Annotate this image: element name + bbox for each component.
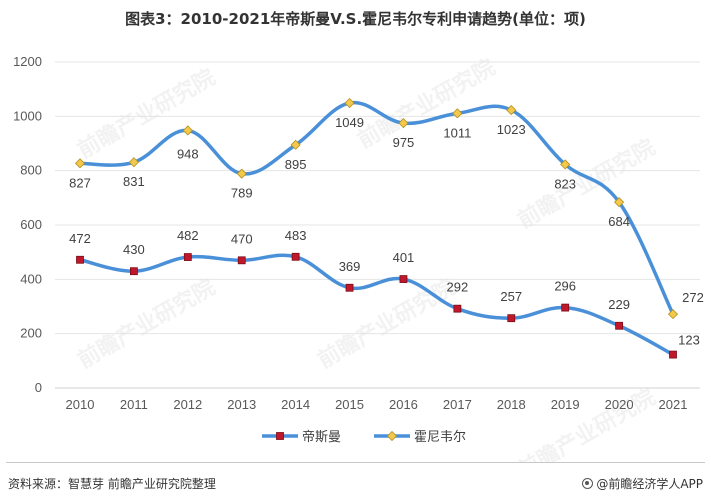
x-tick-label: 2012 bbox=[173, 397, 202, 412]
data-point bbox=[614, 197, 625, 208]
watermark-text: 前瞻产业研究院 bbox=[513, 134, 659, 234]
data-point bbox=[130, 267, 138, 276]
grid-lines bbox=[55, 61, 700, 389]
data-label: 369 bbox=[339, 259, 361, 274]
data-label: 272 bbox=[682, 290, 704, 305]
brand-text: @前瞻经济学人APP bbox=[596, 477, 703, 491]
brand-logo-icon bbox=[582, 478, 594, 489]
y-tick-label: 200 bbox=[20, 326, 42, 341]
x-tick-label: 2014 bbox=[281, 397, 310, 412]
data-point bbox=[669, 350, 677, 359]
x-tick-label: 2019 bbox=[551, 397, 580, 412]
data-label: 257 bbox=[500, 289, 522, 304]
watermark-text: 前瞻产业研究院 bbox=[353, 54, 499, 154]
data-point bbox=[74, 158, 86, 169]
data-label: 684 bbox=[608, 214, 630, 229]
data-point bbox=[667, 309, 679, 320]
series-0 bbox=[76, 252, 677, 359]
y-tick-label: 400 bbox=[20, 271, 42, 286]
data-point bbox=[345, 283, 354, 292]
data-point bbox=[236, 168, 247, 179]
x-tick-label: 2018 bbox=[497, 397, 526, 412]
x-tick-label: 2010 bbox=[66, 397, 95, 412]
data-label: 430 bbox=[123, 242, 145, 257]
data-point bbox=[290, 139, 301, 150]
data-label: 895 bbox=[285, 157, 307, 172]
data-label: 470 bbox=[231, 231, 253, 246]
data-point bbox=[183, 253, 192, 261]
legend-item-1: 霍尼韦尔 bbox=[374, 429, 466, 444]
x-axis: 2010 2011 2012 2013 2014 2015 2016 2017 2018 2019… bbox=[66, 397, 688, 412]
data-label: 823 bbox=[554, 176, 576, 191]
watermark-text: 前瞻产业研究院 bbox=[73, 274, 219, 374]
data-point bbox=[398, 118, 409, 129]
data-label: 975 bbox=[393, 135, 415, 150]
data-point bbox=[615, 321, 623, 330]
data-label: 296 bbox=[554, 279, 576, 294]
y-axis: 0 200 400 600 800 1000 1200 bbox=[13, 54, 42, 395]
data-label: 292 bbox=[447, 280, 469, 295]
data-label: 831 bbox=[123, 174, 145, 189]
y-tick-label: 1200 bbox=[13, 54, 42, 69]
data-point bbox=[344, 97, 355, 109]
chart-title: 图表3：2010-2021年帝斯曼V.S.霍尼韦尔专利申请趋势(单位：项) bbox=[125, 10, 586, 28]
data-point bbox=[453, 304, 462, 313]
y-tick-label: 800 bbox=[20, 163, 42, 178]
data-label: 483 bbox=[285, 228, 307, 243]
data-label: 1023 bbox=[497, 122, 526, 137]
source-note: 资料来源：智慧芽 前瞻产业研究院整理 bbox=[8, 477, 216, 491]
data-label: 948 bbox=[177, 146, 199, 161]
legend: 帝斯曼 霍尼韦尔 bbox=[262, 429, 466, 444]
data-labels: 472 430 482 470 483 369 401 292 257 296 229 123 827 8… bbox=[69, 115, 704, 348]
x-tick-label: 2016 bbox=[389, 397, 418, 412]
data-point bbox=[560, 159, 571, 170]
data-point bbox=[561, 303, 570, 312]
y-tick-label: 1000 bbox=[13, 108, 42, 123]
x-tick-label: 2020 bbox=[605, 397, 634, 412]
x-tick-label: 2013 bbox=[227, 397, 256, 412]
data-point bbox=[506, 105, 517, 116]
series-layer bbox=[74, 97, 679, 359]
brand-credit: @前瞻经济学人APP bbox=[582, 475, 703, 492]
data-point bbox=[182, 125, 193, 136]
legend-label: 帝斯曼 bbox=[302, 429, 341, 444]
data-label: 1011 bbox=[443, 125, 471, 140]
data-point bbox=[399, 275, 408, 283]
watermark-text: 前瞻产业研究院 bbox=[513, 384, 659, 462]
data-label: 229 bbox=[608, 297, 630, 312]
data-label: 472 bbox=[69, 231, 91, 246]
y-tick-label: 0 bbox=[35, 380, 42, 395]
data-label: 789 bbox=[231, 186, 253, 201]
data-point bbox=[452, 108, 463, 119]
legend-item-0: 帝斯曼 bbox=[262, 429, 341, 444]
y-tick-label: 600 bbox=[20, 217, 42, 232]
legend-marker bbox=[386, 430, 398, 442]
data-label: 123 bbox=[678, 333, 700, 348]
x-tick-label: 2017 bbox=[443, 397, 472, 412]
data-label: 482 bbox=[177, 228, 199, 243]
x-tick-label: 2015 bbox=[335, 397, 364, 412]
watermark-text: 前瞻产业研究院 bbox=[313, 274, 459, 374]
data-point bbox=[507, 314, 516, 323]
data-label: 1049 bbox=[335, 115, 364, 130]
legend-label: 霍尼韦尔 bbox=[414, 429, 466, 444]
footer: 资料来源：智慧芽 前瞻产业研究院整理 @前瞻经济学人APP bbox=[6, 462, 705, 501]
series-1 bbox=[74, 97, 679, 320]
data-label: 401 bbox=[393, 250, 415, 265]
legend-marker bbox=[276, 432, 284, 440]
data-label: 827 bbox=[69, 175, 91, 190]
data-point bbox=[237, 256, 246, 265]
data-point bbox=[76, 255, 84, 264]
x-tick-label: 2021 bbox=[659, 397, 688, 412]
data-point bbox=[291, 252, 300, 261]
x-tick-label: 2011 bbox=[120, 397, 148, 412]
data-point bbox=[128, 157, 139, 168]
